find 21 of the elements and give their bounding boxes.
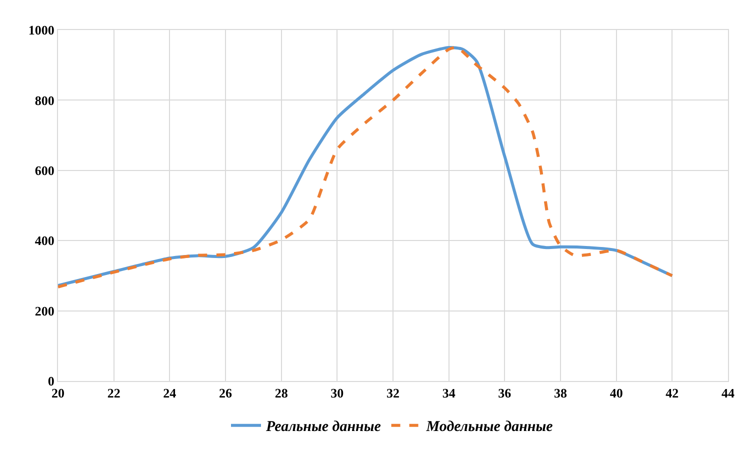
- y-tick-label: 400: [34, 233, 54, 248]
- y-tick-label: 0: [48, 374, 54, 389]
- x-tick-label: 36: [498, 386, 512, 401]
- x-tick-label: 22: [107, 386, 120, 401]
- x-tick-label: 26: [219, 386, 232, 401]
- x-tick-label: 40: [610, 386, 623, 401]
- legend-label: Модельные данные: [425, 419, 554, 436]
- x-tick-label: 44: [722, 386, 735, 401]
- x-tick-label: 28: [274, 386, 288, 401]
- y-tick-label: 200: [34, 303, 54, 318]
- x-tick-label: 42: [666, 386, 679, 401]
- legend-label: Реальные данные: [266, 419, 382, 436]
- y-tick-label: 800: [34, 92, 54, 108]
- x-tick-label: 34: [442, 386, 456, 401]
- x-tick-label: 38: [554, 386, 568, 401]
- x-tick-label: 20: [52, 386, 64, 401]
- x-tick-label: 24: [163, 386, 177, 401]
- x-tick-label: 30: [330, 386, 344, 401]
- y-tick-label: 1000: [28, 22, 54, 38]
- y-tick-label: 600: [34, 162, 54, 178]
- x-tick-label: 32: [386, 386, 400, 401]
